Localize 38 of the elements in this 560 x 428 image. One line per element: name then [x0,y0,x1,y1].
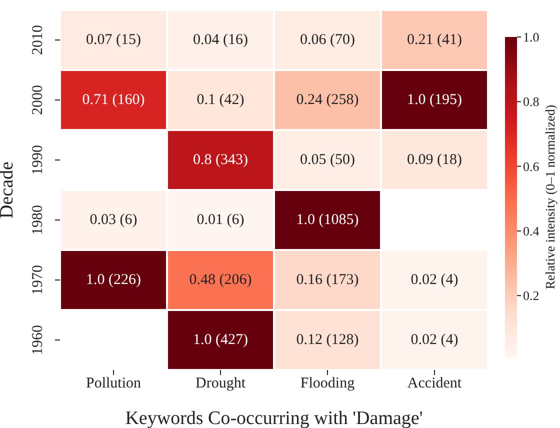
data-label: 0.24 (258) [296,92,359,108]
y-tick-label: 1990 [30,145,46,175]
x-tick-label: Drought [196,376,246,392]
data-label: 1.0 (427) [193,332,248,348]
data-label: 1.0 (1085) [296,212,359,228]
data-label: 0.05 (50) [300,152,355,168]
data-label: 0.07 (15) [86,32,141,48]
data-label: 0.02 (4) [410,332,458,348]
data-label: 1.0 (195) [407,92,462,108]
color-bar-label: 0.2 [523,288,540,304]
color-bar-label: 0.8 [523,94,540,110]
data-label: 0.8 (343) [193,152,248,168]
data-label: 0.12 (128) [296,332,359,348]
color-bar-title: Relative intensity (0–1 normalized) [542,104,558,290]
data-label: 0.48 (206) [189,272,252,288]
data-label: 1.0 (226) [86,272,141,288]
data-label: 0.04 (16) [193,32,248,48]
y-tick-label: 2010 [30,25,46,55]
x-tick-label: Accident [407,376,462,392]
y-tick-label: 2000 [30,85,46,115]
color-bar-label: 1.0 [523,30,540,44]
data-label: 0.71 (160) [82,92,145,108]
data-label: 0.02 (4) [410,272,458,288]
color-bar-label: 0.4 [523,223,540,238]
data-label: 0.06 (70) [300,32,355,48]
color-bar-label: 0.6 [523,158,540,174]
data-label: 0.1 (42) [196,92,244,108]
y-tick-label: 1970 [30,265,46,295]
data-label: 0.03 (6) [90,212,138,228]
data-label: 0.21 (41) [407,32,462,48]
y-tick-label: 1980 [30,205,46,235]
x-axis-title: Keywords Co-occurring with 'Damage' [125,408,423,428]
data-label: 0.09 (18) [407,152,462,168]
data-label: 0.01 (6) [196,212,244,228]
x-tick-label: Flooding [300,376,356,392]
x-tick-label: Pollution [86,376,142,392]
y-tick-label: 1960 [30,325,46,355]
data-label: 0.16 (173) [296,272,359,288]
